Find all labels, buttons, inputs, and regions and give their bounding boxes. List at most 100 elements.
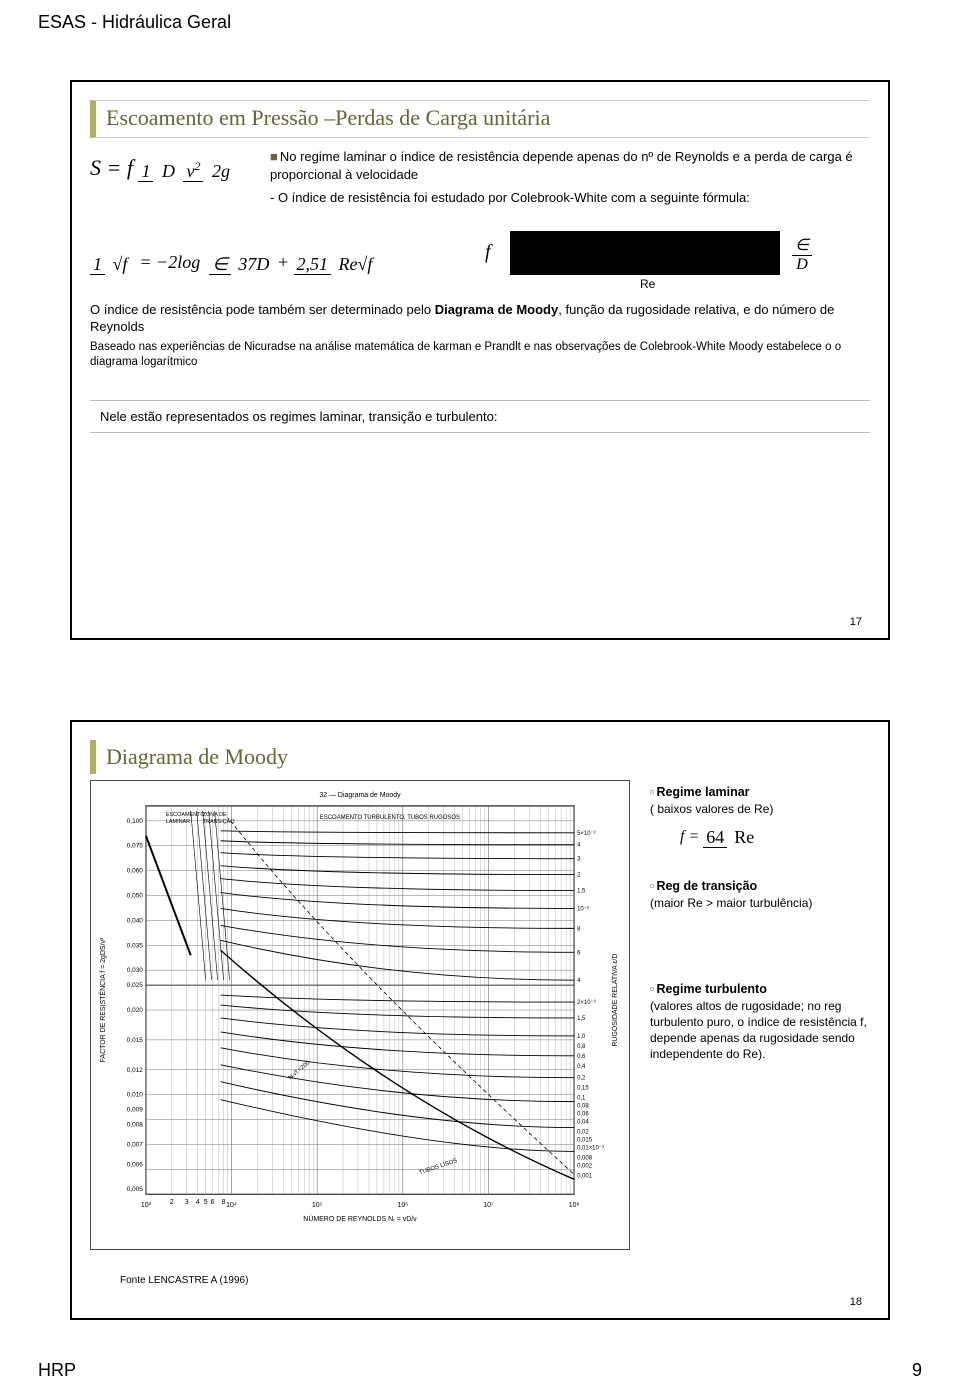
cb-t2-num: 2,51 xyxy=(294,254,332,275)
slide1-number: 17 xyxy=(850,616,862,628)
svg-text:0,005: 0,005 xyxy=(127,1186,144,1193)
svg-text:8: 8 xyxy=(577,926,581,932)
page-header: ESAS - Hidráulica Geral xyxy=(38,12,231,33)
eps-num: ∈ xyxy=(792,235,812,256)
slide2-title: Diagrama de Moody xyxy=(90,740,298,774)
svg-text:8: 8 xyxy=(222,1199,226,1206)
svg-text:0,075: 0,075 xyxy=(127,843,144,850)
y-axis-label-right: RUGOSIDADE RELATIVA ε/D xyxy=(612,954,619,1047)
colebrook-formula: 1 √f = −2log ∈ 37D + 2,51 Re√f xyxy=(90,252,420,274)
svg-text:0,06: 0,06 xyxy=(577,1112,589,1118)
f-symbol: f xyxy=(485,241,491,264)
svg-text:0,002: 0,002 xyxy=(577,1163,593,1169)
note2-title: Reg de transição xyxy=(656,879,757,893)
bullet-icon: ▫ xyxy=(650,879,654,893)
svg-text:10³: 10³ xyxy=(141,1202,152,1209)
chart-caption: 32 — Diagrama de Moody xyxy=(319,792,401,799)
f64-den: Re xyxy=(731,827,757,847)
sym-eq: = xyxy=(107,155,122,180)
sym-S: S xyxy=(90,155,101,180)
y-axis-label-left: FACTOR DE RESISTÊNCIA f = 2gDS/v² xyxy=(98,937,107,1062)
svg-text:0,020: 0,020 xyxy=(127,1007,144,1014)
svg-text:0,008: 0,008 xyxy=(127,1122,144,1129)
svg-text:ZONA DE: ZONA DE xyxy=(203,812,227,818)
moody-svg: 10³ 10⁴ 10⁵ 10⁶ 10⁷ 10⁸ 234568 0,100 0,0… xyxy=(91,781,629,1249)
moody-area: 10³ 10⁴ 10⁵ 10⁶ 10⁷ 10⁸ 234568 0,100 0,0… xyxy=(90,780,870,1280)
colebrook-formula-row: 1 √f = −2log ∈ 37D + 2,51 Re√f f ∈ D xyxy=(90,229,870,299)
re-label: Re xyxy=(640,277,655,291)
svg-text:0,010: 0,010 xyxy=(127,1092,144,1099)
svg-text:3: 3 xyxy=(577,857,581,863)
f64-lhs: f xyxy=(680,828,684,845)
sym-sup2: 2 xyxy=(194,159,200,173)
svg-text:4: 4 xyxy=(577,843,581,849)
svg-text:0,006: 0,006 xyxy=(127,1161,144,1168)
svg-text:3: 3 xyxy=(185,1199,189,1206)
side-notes: ▫Regime laminar ( baixos valores de Re) … xyxy=(650,780,870,1090)
slide2-number: 18 xyxy=(850,1296,862,1308)
svg-text:0,6: 0,6 xyxy=(577,1054,586,1060)
cb-lhs-num: 1 xyxy=(90,254,105,275)
svg-text:0,2: 0,2 xyxy=(577,1076,586,1082)
cb-t1-den: 37D xyxy=(235,254,272,274)
svg-text:Nᵣ√f =200: Nᵣ√f =200 xyxy=(287,1059,312,1081)
svg-text:0,009: 0,009 xyxy=(127,1107,144,1114)
svg-text:10⁸: 10⁸ xyxy=(569,1202,580,1209)
cb-t2-den2: f xyxy=(367,254,372,274)
svg-text:0,4: 0,4 xyxy=(577,1064,586,1070)
svg-text:0,050: 0,050 xyxy=(127,893,144,900)
cb-eq: = −2log xyxy=(139,252,200,272)
svg-text:10⁷: 10⁷ xyxy=(483,1202,494,1209)
svg-text:ESCOAMENTO TURBULENTO, TUBOS R: ESCOAMENTO TURBULENTO, TUBOS RUGOSOS xyxy=(320,815,460,821)
body1-bold: Diagrama de Moody xyxy=(435,302,559,317)
svg-text:0,15: 0,15 xyxy=(577,1086,589,1092)
svg-text:0,02: 0,02 xyxy=(577,1129,589,1135)
sym-f: f xyxy=(127,155,133,180)
svg-text:10⁵: 10⁵ xyxy=(312,1202,323,1209)
frac1-num: 1 xyxy=(138,161,153,182)
note2-body: (maior Re > maior turbulência) xyxy=(650,895,870,911)
svg-text:0,100: 0,100 xyxy=(127,818,144,825)
svg-text:1,5: 1,5 xyxy=(577,1016,586,1022)
svg-text:0,012: 0,012 xyxy=(127,1067,144,1074)
svg-text:0,035: 0,035 xyxy=(127,942,144,949)
svg-text:2: 2 xyxy=(170,1199,174,1206)
frac2-den: 2g xyxy=(209,161,233,181)
svg-text:4: 4 xyxy=(196,1199,200,1206)
fonte-label: Fonte LENCASTRE A (1996) xyxy=(120,1275,248,1286)
f64-eq: = xyxy=(688,828,699,845)
svg-text:2×10⁻³: 2×10⁻³ xyxy=(577,1000,596,1006)
svg-text:1,5: 1,5 xyxy=(577,889,586,895)
svg-text:6: 6 xyxy=(211,1199,215,1206)
svg-text:6: 6 xyxy=(577,950,581,956)
svg-text:0,007: 0,007 xyxy=(127,1141,144,1148)
cb-lhs-den: f xyxy=(122,254,127,274)
note1-title: Regime laminar xyxy=(656,785,749,799)
svg-text:0,015: 0,015 xyxy=(577,1137,593,1143)
eps-den: D xyxy=(792,256,812,274)
svg-text:0,001: 0,001 xyxy=(577,1173,593,1179)
bullet-icon: ▫ xyxy=(650,982,654,996)
svg-text:2: 2 xyxy=(577,873,581,879)
svg-text:0,015: 0,015 xyxy=(127,1037,144,1044)
svg-text:LAMINAR: LAMINAR xyxy=(166,819,190,825)
body1-a: O índice de resistência pode também ser … xyxy=(90,302,435,317)
nele-box: Nele estão representados os regimes lami… xyxy=(90,400,870,433)
note3-body: (valores altos de rugosidade; no reg tur… xyxy=(650,998,870,1063)
svg-text:10⁶: 10⁶ xyxy=(398,1202,409,1209)
desc-line1: No regime laminar o índice de resistênci… xyxy=(270,149,853,182)
svg-text:0,025: 0,025 xyxy=(127,982,144,989)
f64-num: 64 xyxy=(703,827,727,848)
slide1-body2: Baseado nas experiências de Nicuradse na… xyxy=(90,340,870,370)
slide1-title: Escoamento em Pressão –Perdas de Carga u… xyxy=(90,100,870,138)
redacted-box xyxy=(510,231,780,275)
moody-chart: 10³ 10⁴ 10⁵ 10⁶ 10⁷ 10⁸ 234568 0,100 0,0… xyxy=(90,780,630,1250)
svg-text:0,04: 0,04 xyxy=(577,1120,589,1126)
svg-text:10⁻²: 10⁻² xyxy=(577,906,589,912)
x-axis-label: NÚMERO DE REYNOLDS Nᵣ = vD/ν xyxy=(303,1214,417,1223)
svg-text:5×10⁻²: 5×10⁻² xyxy=(577,831,596,837)
svg-text:0,01×10⁻³: 0,01×10⁻³ xyxy=(577,1145,604,1151)
svg-text:ESCOAMENTO: ESCOAMENTO xyxy=(166,812,205,818)
note1-sub: ( baixos valores de Re) xyxy=(650,801,870,817)
cb-plus: + xyxy=(277,252,289,272)
